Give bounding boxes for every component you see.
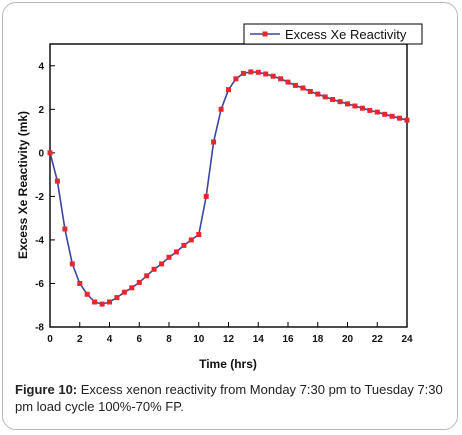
data-point bbox=[99, 301, 105, 307]
data-point bbox=[62, 226, 68, 232]
data-point bbox=[151, 266, 157, 272]
data-point bbox=[285, 79, 291, 85]
data-point bbox=[300, 85, 306, 91]
legend-box bbox=[243, 23, 423, 45]
data-point bbox=[84, 291, 90, 297]
data-point bbox=[307, 89, 313, 94]
x-tick-label: 22 bbox=[372, 334, 384, 345]
plot-area bbox=[49, 43, 408, 328]
data-point bbox=[159, 261, 165, 267]
y-tick-label: 2 bbox=[38, 105, 44, 116]
data-point bbox=[69, 261, 75, 267]
data-point bbox=[397, 115, 403, 121]
data-point bbox=[196, 232, 202, 237]
caption-label: Figure 10: bbox=[15, 382, 78, 397]
data-point bbox=[352, 103, 358, 109]
caption-text: Excess xenon reactivity from Monday 7:30… bbox=[15, 382, 443, 414]
data-point bbox=[211, 139, 217, 145]
data-point bbox=[166, 254, 172, 260]
x-axis-tick-labels: 0 2 4 6 8 10 12 14 16 18 20 22 24 bbox=[47, 334, 413, 345]
data-point bbox=[107, 299, 112, 305]
data-point bbox=[129, 285, 135, 291]
data-point bbox=[374, 109, 380, 115]
y-tick-label: -6 bbox=[35, 279, 44, 290]
x-axis-ticks bbox=[49, 322, 408, 327]
data-point bbox=[255, 69, 261, 75]
legend-marker-sample bbox=[262, 31, 268, 37]
data-point bbox=[330, 97, 336, 102]
figure-caption: Figure 10: Excess xenon reactivity from … bbox=[15, 381, 445, 415]
data-point bbox=[278, 76, 284, 82]
data-point bbox=[188, 237, 194, 243]
x-tick-label: 12 bbox=[223, 334, 235, 345]
y-tick-label: -2 bbox=[35, 192, 44, 203]
x-tick-label: 8 bbox=[166, 334, 172, 345]
y-axis-tick-labels: -8 -6 -4 -2 0 2 4 bbox=[35, 61, 44, 333]
y-tick-label: -4 bbox=[35, 235, 44, 246]
data-point bbox=[292, 82, 298, 88]
data-point bbox=[248, 69, 254, 75]
y-tick-label: 0 bbox=[38, 148, 44, 159]
data-point bbox=[92, 299, 98, 305]
x-tick-label: 24 bbox=[401, 334, 413, 345]
data-point bbox=[203, 193, 209, 199]
data-point bbox=[389, 113, 395, 119]
x-tick-label: 16 bbox=[282, 334, 294, 345]
data-point bbox=[77, 281, 83, 286]
data-point bbox=[121, 289, 127, 295]
x-tick-label: 0 bbox=[47, 334, 53, 345]
data-point bbox=[345, 101, 350, 107]
x-tick-label: 10 bbox=[193, 334, 205, 345]
data-point bbox=[359, 105, 365, 111]
x-tick-label: 4 bbox=[107, 334, 113, 345]
data-point bbox=[322, 94, 328, 100]
data-point bbox=[404, 117, 410, 123]
data-point bbox=[136, 279, 142, 285]
y-tick-label: -8 bbox=[35, 323, 44, 334]
data-point bbox=[337, 99, 343, 105]
x-tick-label: 18 bbox=[312, 334, 324, 345]
data-point bbox=[226, 87, 231, 93]
series-markers bbox=[47, 69, 410, 307]
x-axis-title: Time (hrs) bbox=[199, 357, 257, 371]
x-tick-label: 6 bbox=[136, 334, 142, 345]
data-point bbox=[181, 242, 187, 248]
data-point bbox=[54, 178, 60, 184]
data-point bbox=[240, 70, 246, 76]
data-point bbox=[315, 91, 321, 97]
data-point bbox=[382, 111, 388, 117]
x-tick-label: 14 bbox=[253, 334, 265, 345]
y-tick-label: 4 bbox=[38, 61, 44, 72]
legend: Excess Xe Reactivity bbox=[243, 23, 423, 45]
data-point bbox=[263, 71, 269, 77]
legend-label: Excess Xe Reactivity bbox=[285, 27, 407, 42]
data-point bbox=[144, 273, 150, 279]
data-point bbox=[173, 249, 179, 255]
data-point bbox=[114, 295, 120, 301]
y-axis-title: Excess Xe Reactivity (mk) bbox=[16, 111, 30, 259]
data-point bbox=[270, 73, 276, 79]
x-tick-label: 20 bbox=[342, 334, 354, 345]
data-point bbox=[218, 106, 224, 112]
data-point bbox=[367, 107, 373, 113]
data-point bbox=[47, 150, 53, 156]
data-point bbox=[233, 76, 239, 82]
x-tick-label: 2 bbox=[77, 334, 83, 345]
